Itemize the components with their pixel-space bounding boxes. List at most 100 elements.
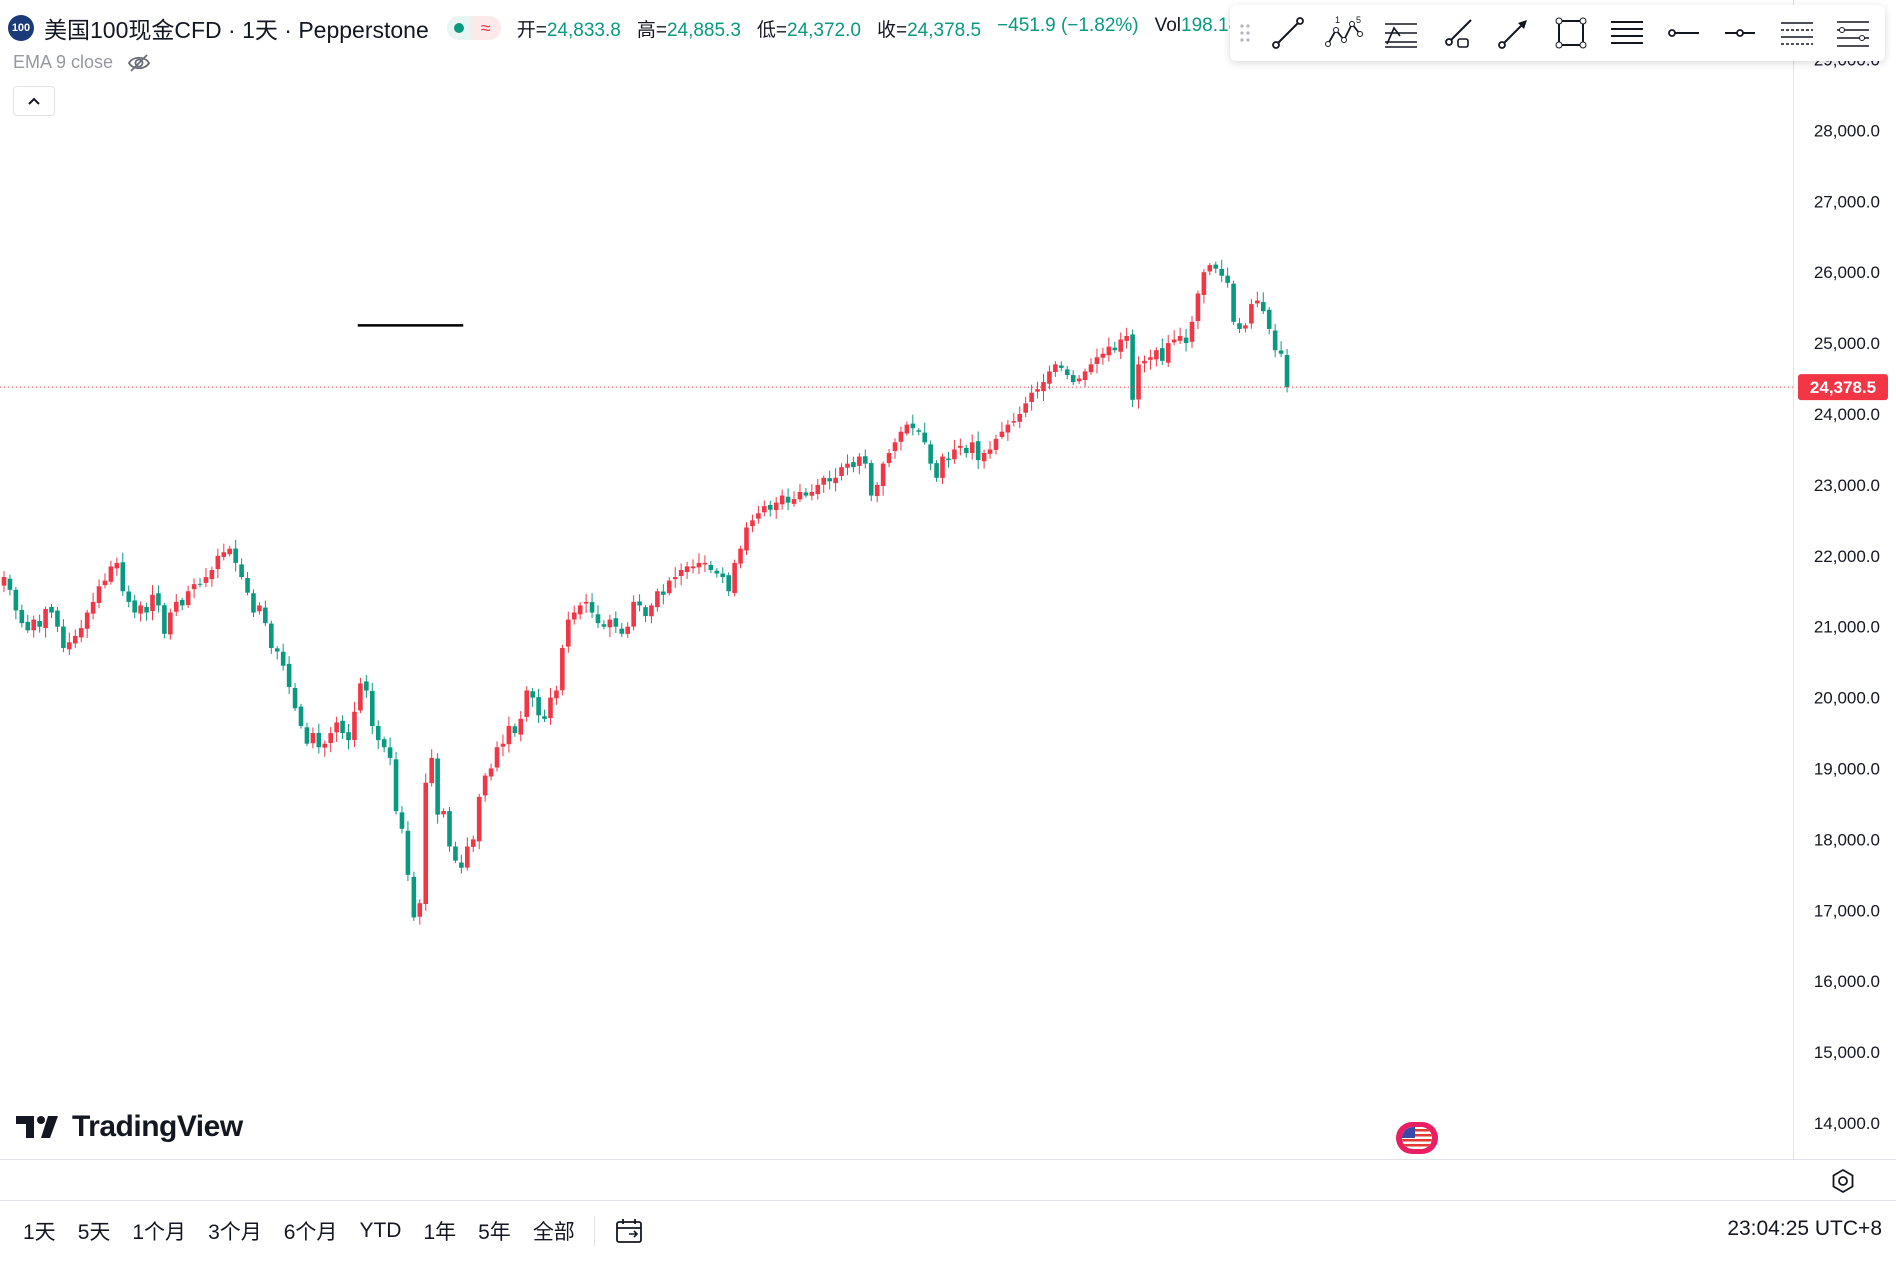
candle: [868, 460, 874, 502]
tradingview-logo[interactable]: TradingView: [16, 1110, 243, 1144]
open-value: 24,833.8: [546, 19, 621, 41]
bottom-toolbar-border: [0, 1200, 1896, 1201]
horizontal-line-icon[interactable]: [1712, 5, 1769, 61]
candle: [269, 620, 274, 654]
range-6m[interactable]: 6个月: [283, 1221, 338, 1244]
candle: [1207, 262, 1213, 276]
market-status[interactable]: ≈: [446, 16, 501, 40]
candle: [958, 438, 963, 456]
candle: [1272, 323, 1278, 358]
date-range-button[interactable]: [603, 1211, 655, 1251]
parallel-lines-icon[interactable]: [1599, 5, 1656, 61]
candle: [1124, 327, 1129, 349]
fib-channel-icon[interactable]: [1769, 5, 1826, 61]
candle: [1094, 348, 1100, 374]
trend-line-icon[interactable]: [1260, 5, 1317, 61]
range-1m[interactable]: 1个月: [132, 1221, 187, 1244]
arrow-icon[interactable]: [1486, 5, 1543, 61]
calendar-icon: [615, 1219, 642, 1243]
horizontal-ray-icon[interactable]: [1656, 5, 1713, 61]
candle: [542, 709, 547, 723]
range-1y[interactable]: 1年: [423, 1221, 457, 1244]
candle: [263, 600, 268, 626]
candle: [375, 720, 381, 750]
symbol-logo-icon[interactable]: 100: [8, 15, 34, 41]
collapse-legend-button[interactable]: [13, 86, 55, 116]
candle: [750, 514, 755, 533]
toolbar-separator: [593, 1216, 595, 1246]
candle: [672, 567, 678, 588]
range-5y[interactable]: 5年: [478, 1221, 511, 1244]
fib-retracement-icon[interactable]: [1373, 5, 1430, 61]
candle: [922, 422, 927, 445]
candle: [215, 548, 221, 579]
candle: [708, 560, 714, 574]
candle: [322, 740, 328, 757]
candle: [1213, 261, 1219, 274]
candle: [132, 594, 137, 619]
candle: [1183, 328, 1189, 352]
range-5d[interactable]: 5天: [77, 1221, 111, 1244]
candle: [72, 629, 78, 649]
price-tick-label: 24,000.0: [1814, 405, 1880, 424]
candle: [934, 460, 939, 482]
candle: [185, 585, 191, 608]
candle: [560, 644, 565, 696]
price-tick-label: 16,000.0: [1814, 972, 1880, 991]
candle: [245, 572, 250, 596]
change-value: −451.9 (−1.82%): [997, 14, 1139, 36]
drag-handle-icon[interactable]: [1230, 22, 1260, 44]
candle: [168, 608, 173, 640]
indicator-label[interactable]: EMA 9 close: [13, 52, 114, 72]
candle: [1017, 406, 1023, 429]
candle: [470, 835, 476, 853]
candle: [173, 594, 179, 616]
candle: [346, 723, 351, 750]
fib-extension-icon[interactable]: [1825, 5, 1882, 61]
logo-text: TradingView: [72, 1110, 243, 1143]
symbol-title[interactable]: 美国100现金CFD · 1天 · Pepperstone: [44, 17, 429, 43]
candle: [191, 578, 197, 599]
candle: [387, 737, 393, 766]
candle: [916, 428, 922, 436]
candle: [773, 496, 779, 519]
candle: [928, 440, 933, 471]
axis-settings-icon[interactable]: [1830, 1168, 1856, 1194]
cfd-icon[interactable]: ≈: [470, 16, 501, 40]
market-open-icon[interactable]: [446, 16, 471, 40]
candle: [1266, 307, 1272, 335]
range-all[interactable]: 全部: [532, 1221, 575, 1244]
clock-timezone[interactable]: 23:04:25 UTC+8: [1727, 1217, 1882, 1240]
candle: [720, 567, 726, 584]
us-flag-icon[interactable]: [1396, 1122, 1438, 1154]
candle: [1165, 334, 1171, 368]
range-1d[interactable]: 1天: [23, 1221, 56, 1244]
candle: [465, 837, 470, 871]
candle: [144, 602, 149, 621]
ray-icon[interactable]: [1430, 5, 1487, 61]
candle: [1142, 355, 1147, 373]
candle: [286, 656, 292, 695]
volume-key: Vol: [1154, 14, 1182, 36]
range-ytd[interactable]: YTD: [359, 1219, 402, 1242]
candle: [453, 841, 458, 864]
candle: [595, 605, 601, 628]
candle: [476, 793, 482, 850]
price-chart[interactable]: 14,000.0 15,000.0 16,000.0 17,000.0 18,000.0…: [0, 0, 1896, 1160]
range-3m[interactable]: 3个月: [208, 1221, 262, 1244]
candle: [524, 686, 530, 722]
candle: [1171, 330, 1177, 346]
candle: [631, 595, 636, 631]
candle: [762, 500, 767, 517]
eye-hidden-icon[interactable]: [127, 53, 151, 73]
rectangle-icon[interactable]: [1543, 5, 1600, 61]
last-price-label: 24,378.5: [1810, 378, 1876, 397]
candle: [1047, 365, 1052, 390]
candle: [1237, 317, 1242, 334]
candle: [90, 592, 96, 620]
candle: [1136, 356, 1141, 409]
candle: [1088, 358, 1094, 375]
tradingview-logo-icon: [16, 1116, 58, 1138]
indicator-row[interactable]: EMA 9 close: [13, 52, 151, 73]
